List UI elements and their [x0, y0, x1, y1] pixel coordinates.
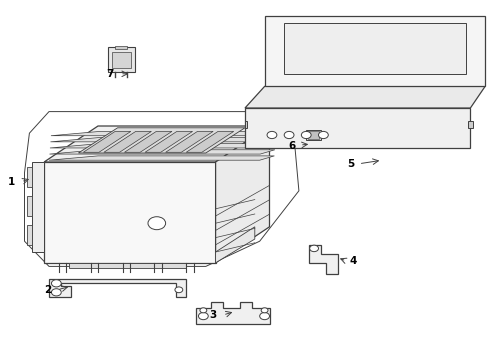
Circle shape [284, 131, 294, 139]
Polygon shape [44, 126, 270, 162]
Polygon shape [284, 23, 466, 74]
Circle shape [175, 287, 183, 293]
Polygon shape [216, 126, 270, 263]
Bar [86, 203, 110, 230]
Polygon shape [245, 121, 247, 128]
Polygon shape [115, 46, 127, 49]
Text: 3: 3 [210, 310, 217, 320]
Polygon shape [245, 108, 470, 148]
Polygon shape [49, 150, 275, 154]
Bar [172, 234, 188, 256]
Polygon shape [166, 131, 213, 152]
Bar [120, 171, 140, 176]
Bar [184, 171, 203, 176]
Polygon shape [104, 131, 151, 152]
Polygon shape [308, 131, 319, 139]
Polygon shape [245, 86, 485, 108]
Circle shape [260, 312, 270, 320]
Text: 6: 6 [288, 141, 295, 151]
Polygon shape [306, 130, 321, 140]
Bar [181, 169, 206, 202]
Circle shape [267, 131, 277, 139]
Bar [56, 171, 76, 176]
Polygon shape [186, 131, 234, 152]
Bar [49, 234, 65, 256]
Polygon shape [50, 138, 276, 142]
Bar [88, 171, 108, 176]
Circle shape [148, 217, 166, 230]
Circle shape [198, 312, 208, 320]
Bar [70, 234, 85, 256]
Bar [54, 169, 78, 202]
Polygon shape [216, 227, 255, 263]
Text: 1: 1 [8, 177, 15, 187]
Bar [86, 169, 110, 202]
Circle shape [301, 131, 311, 139]
Circle shape [310, 245, 318, 252]
Polygon shape [32, 162, 44, 252]
Polygon shape [145, 131, 193, 152]
Bar [193, 234, 209, 256]
Text: 5: 5 [347, 159, 354, 169]
Polygon shape [69, 263, 186, 268]
Bar [131, 234, 147, 256]
Circle shape [200, 308, 207, 313]
Polygon shape [78, 128, 245, 153]
Bar [149, 203, 174, 230]
Bar [152, 171, 172, 176]
Polygon shape [27, 225, 32, 245]
Polygon shape [50, 144, 275, 148]
Bar [90, 234, 106, 256]
Polygon shape [51, 131, 276, 136]
Polygon shape [265, 16, 485, 86]
Text: 7: 7 [106, 69, 114, 79]
Text: 4: 4 [349, 256, 357, 266]
Bar [54, 203, 78, 230]
Circle shape [318, 131, 328, 139]
Polygon shape [44, 162, 216, 263]
Polygon shape [49, 279, 186, 297]
Polygon shape [83, 131, 131, 152]
Circle shape [261, 308, 268, 313]
Polygon shape [124, 131, 172, 152]
Polygon shape [49, 156, 274, 160]
Polygon shape [27, 196, 32, 216]
Text: 2: 2 [45, 285, 51, 295]
Polygon shape [108, 47, 135, 72]
Circle shape [51, 289, 61, 296]
Polygon shape [196, 302, 270, 324]
Bar [181, 203, 206, 230]
Bar [118, 169, 142, 202]
Polygon shape [468, 121, 473, 128]
Bar [149, 169, 174, 202]
Bar [111, 234, 126, 256]
Bar [118, 203, 142, 230]
Circle shape [51, 280, 61, 287]
Bar [152, 234, 168, 256]
Polygon shape [309, 245, 338, 274]
Polygon shape [112, 52, 131, 68]
Polygon shape [27, 167, 32, 187]
